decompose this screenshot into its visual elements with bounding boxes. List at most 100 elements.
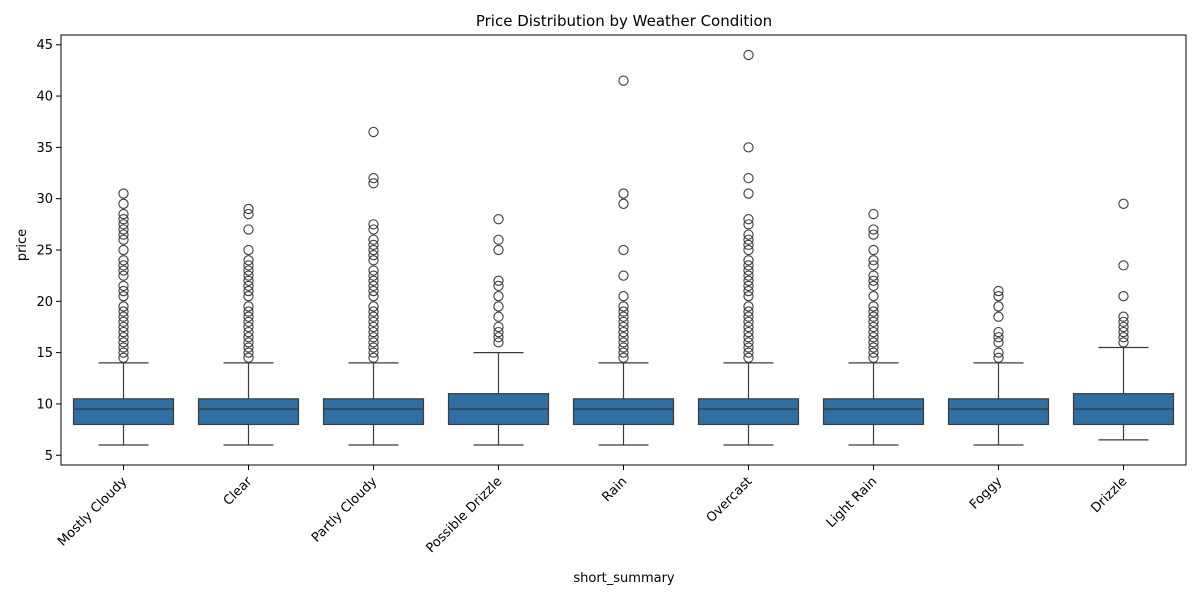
outlier-point bbox=[243, 270, 254, 281]
outlier-point bbox=[743, 275, 754, 286]
outlier-point bbox=[243, 301, 254, 312]
outlier-point bbox=[118, 208, 129, 220]
outlier-point bbox=[993, 332, 1004, 343]
x-tick-label: Drizzle bbox=[1088, 474, 1130, 516]
outlier-point bbox=[368, 270, 379, 281]
outlier-point bbox=[618, 337, 629, 348]
outlier-point bbox=[368, 126, 379, 138]
outlier-point bbox=[1118, 316, 1129, 327]
outlier-point bbox=[618, 332, 629, 343]
outlier-point bbox=[618, 291, 629, 302]
outlier-point bbox=[493, 332, 504, 343]
outlier-point bbox=[618, 321, 629, 333]
outlier-point bbox=[868, 311, 879, 322]
outlier-point bbox=[243, 285, 254, 297]
outlier-point bbox=[743, 326, 754, 338]
outlier-point bbox=[493, 214, 504, 225]
outlier-point bbox=[493, 301, 504, 312]
outlier-point bbox=[743, 244, 754, 256]
outlier-point bbox=[243, 275, 254, 286]
outlier-point bbox=[368, 173, 379, 184]
outlier-point bbox=[368, 291, 379, 302]
outlier-point bbox=[743, 342, 754, 353]
outlier-point bbox=[493, 275, 504, 286]
outlier-point bbox=[493, 321, 504, 333]
outlier-point bbox=[118, 198, 129, 209]
x-tick-label: Mostly Cloudy bbox=[55, 474, 130, 549]
outlier-point bbox=[1118, 337, 1129, 348]
outlier-point bbox=[993, 291, 1004, 302]
outlier-point bbox=[1118, 198, 1129, 209]
outlier-point bbox=[743, 311, 754, 322]
outlier-point bbox=[243, 352, 254, 363]
outlier-point bbox=[118, 214, 129, 225]
outlier-point bbox=[118, 285, 129, 297]
outlier-point bbox=[1118, 332, 1129, 343]
outlier-point bbox=[368, 342, 379, 353]
outlier-point bbox=[118, 270, 129, 281]
x-tick-label: Rain bbox=[600, 474, 631, 505]
outlier-point bbox=[618, 244, 629, 256]
outlier-point bbox=[118, 260, 129, 271]
outlier-point bbox=[743, 142, 754, 153]
outlier-point bbox=[868, 326, 879, 338]
outlier-point bbox=[743, 188, 754, 199]
outlier-point bbox=[868, 342, 879, 353]
outlier-point bbox=[118, 229, 129, 240]
outlier-point bbox=[868, 316, 879, 327]
outlier-point bbox=[368, 224, 379, 235]
outlier-point bbox=[368, 280, 379, 292]
outlier-point bbox=[1118, 326, 1129, 338]
outlier-point bbox=[743, 285, 754, 297]
outlier-point bbox=[743, 321, 754, 333]
outlier-point bbox=[368, 178, 379, 189]
outlier-point bbox=[368, 234, 379, 245]
outlier-point bbox=[243, 332, 254, 343]
outlier-point bbox=[493, 280, 504, 292]
outlier-point bbox=[118, 352, 129, 363]
chart-title: Price Distribution by Weather Condition bbox=[476, 12, 772, 30]
outlier-point bbox=[618, 352, 629, 363]
outlier-point bbox=[618, 306, 629, 317]
outlier-point bbox=[868, 291, 879, 302]
outlier-point bbox=[368, 352, 379, 363]
outlier-point bbox=[118, 347, 129, 358]
outlier-point bbox=[618, 326, 629, 338]
outlier-point bbox=[743, 219, 754, 230]
outlier-point bbox=[368, 332, 379, 343]
outlier-point bbox=[243, 342, 254, 353]
x-tick-label: Possible Drizzle bbox=[424, 474, 506, 556]
plot-frame bbox=[60, 34, 1187, 466]
outlier-point bbox=[868, 244, 879, 256]
outlier-point bbox=[618, 342, 629, 353]
outlier-point bbox=[868, 321, 879, 333]
outlier-point bbox=[118, 291, 129, 302]
outlier-point bbox=[868, 301, 879, 312]
outlier-point bbox=[368, 326, 379, 338]
outlier-point bbox=[368, 311, 379, 322]
outlier-point bbox=[118, 265, 129, 276]
outlier-point bbox=[493, 326, 504, 338]
box bbox=[697, 398, 800, 426]
outlier-point bbox=[493, 311, 504, 322]
outlier-point bbox=[118, 188, 129, 199]
outlier-point bbox=[743, 270, 754, 281]
outlier-point bbox=[868, 229, 879, 240]
outlier-point bbox=[743, 332, 754, 343]
outlier-point bbox=[243, 255, 254, 266]
outlier-point bbox=[743, 337, 754, 348]
outlier-point bbox=[743, 239, 754, 251]
outlier-point bbox=[493, 234, 504, 245]
outlier-point bbox=[243, 311, 254, 322]
outlier-point bbox=[868, 224, 879, 235]
outlier-point bbox=[743, 352, 754, 363]
box bbox=[947, 398, 1050, 426]
outlier-point bbox=[118, 301, 129, 312]
outlier-point bbox=[1118, 291, 1129, 302]
outlier-point bbox=[618, 301, 629, 312]
x-axis-label: short_summary bbox=[573, 571, 675, 586]
outlier-point bbox=[618, 270, 629, 281]
outlier-point bbox=[368, 285, 379, 297]
outlier-point bbox=[243, 347, 254, 358]
